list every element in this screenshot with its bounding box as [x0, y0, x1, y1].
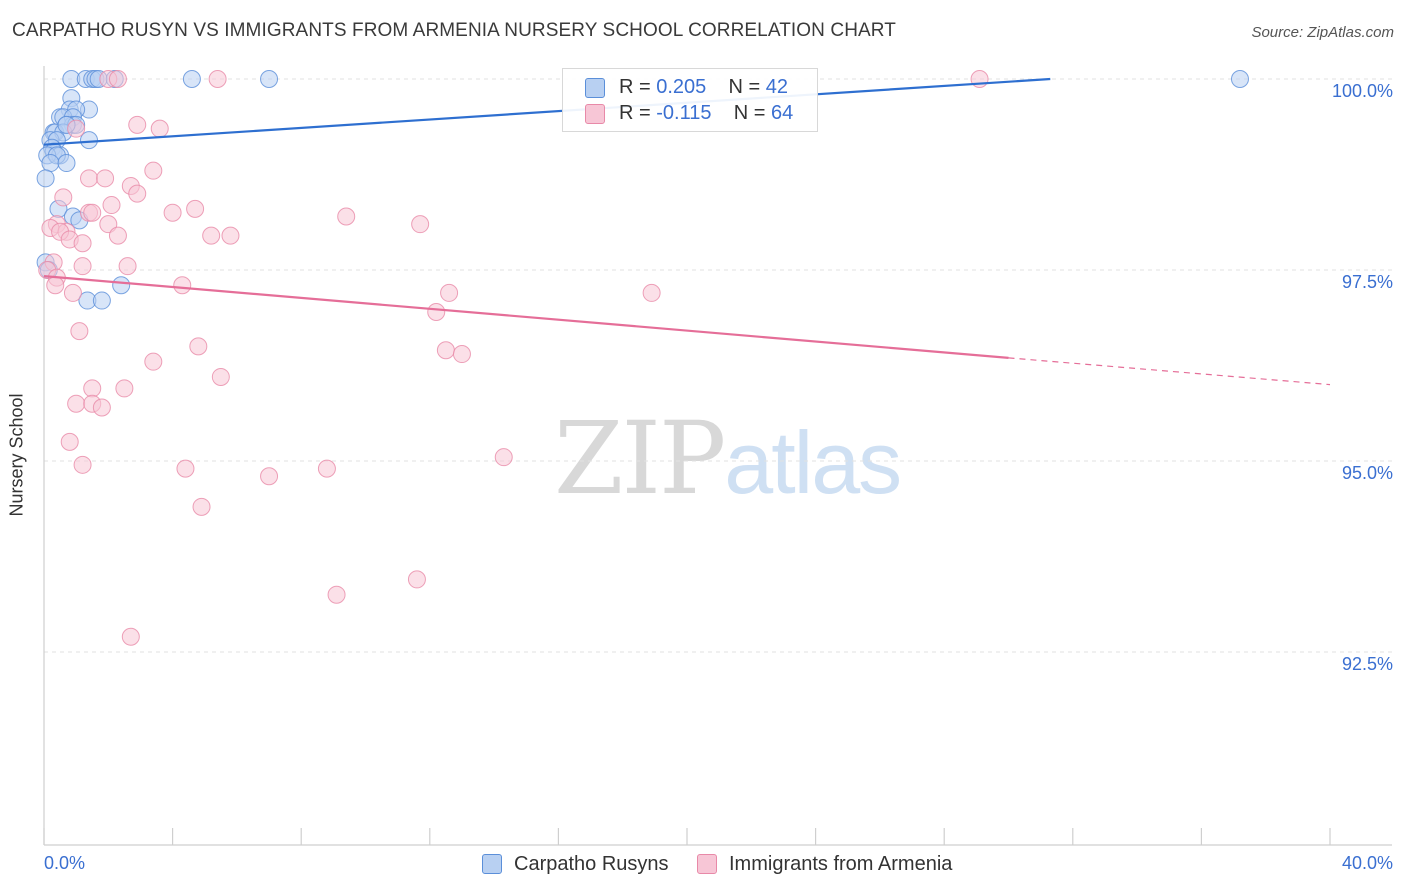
- point-immigrants-armenia: [73, 234, 92, 253]
- legend-label: Immigrants from Armenia: [729, 853, 953, 875]
- legend-swatch-pink: [697, 854, 717, 874]
- point-immigrants-armenia: [99, 215, 118, 234]
- x-tick-label: 40.0%: [1342, 853, 1393, 873]
- point-immigrants-armenia: [60, 432, 79, 451]
- y-tick-label: 97.5%: [1342, 272, 1393, 292]
- point-immigrants-armenia: [128, 184, 147, 203]
- point-immigrants-armenia: [67, 119, 86, 138]
- point-immigrants-armenia: [46, 276, 65, 295]
- point-immigrants-armenia: [411, 215, 430, 234]
- point-immigrants-armenia: [176, 459, 195, 478]
- point-immigrants-armenia: [427, 303, 446, 322]
- point-immigrants-armenia: [73, 257, 92, 276]
- point-immigrants-armenia: [211, 367, 230, 386]
- point-immigrants-armenia: [102, 196, 121, 215]
- point-immigrants-armenia: [115, 379, 134, 398]
- point-immigrants-armenia: [494, 448, 513, 467]
- point-carpatho-rusyns: [260, 70, 279, 88]
- point-immigrants-armenia: [108, 226, 127, 245]
- source-label: Source: ZipAtlas.com: [1251, 24, 1394, 41]
- x-tick-label: 0.0%: [44, 853, 85, 873]
- trendline-carpatho-rusyns: [43, 77, 1051, 146]
- legend-n-value: 42: [765, 76, 789, 98]
- point-immigrants-armenia: [163, 203, 182, 222]
- watermark-atlas: atlas: [724, 413, 902, 512]
- point-immigrants-armenia: [73, 455, 92, 474]
- point-immigrants-armenia: [452, 345, 471, 364]
- point-immigrants-armenia: [121, 627, 140, 646]
- point-carpatho-rusyns: [41, 154, 60, 173]
- chart-title: CARPATHO RUSYN VS IMMIGRANTS FROM ARMENI…: [12, 20, 896, 41]
- point-immigrants-armenia: [440, 283, 459, 302]
- legend-swatch-blue: [585, 78, 605, 98]
- correlation-legend: R = 0.205 N = 42 R = -0.115 N = 64: [562, 68, 818, 132]
- point-immigrants-armenia: [150, 119, 169, 138]
- point-immigrants-armenia: [96, 169, 115, 188]
- y-tick-label: 95.0%: [1342, 463, 1393, 483]
- trendline-armenia-extension: [1008, 357, 1331, 386]
- legend-swatch-blue: [482, 854, 502, 874]
- point-immigrants-armenia: [337, 207, 356, 226]
- point-immigrants-armenia: [202, 226, 221, 245]
- point-immigrants-armenia: [118, 257, 137, 276]
- point-immigrants-armenia: [221, 226, 240, 245]
- legend-r-value: -0.115: [656, 102, 712, 124]
- point-immigrants-armenia: [54, 188, 73, 207]
- point-carpatho-rusyns: [112, 276, 131, 295]
- y-tick-label: 92.5%: [1342, 654, 1393, 674]
- legend-n-value: 64: [770, 102, 794, 124]
- trendline-immigrants-armenia: [43, 275, 1009, 359]
- point-immigrants-armenia: [327, 585, 346, 604]
- point-immigrants-armenia: [83, 379, 102, 398]
- point-immigrants-armenia: [70, 322, 89, 341]
- zipatlas-watermark: ZIPatlas: [554, 400, 902, 517]
- legend-label: Carpatho Rusyns: [514, 853, 669, 875]
- legend-n-label: N =: [728, 76, 761, 98]
- point-immigrants-armenia: [108, 70, 127, 88]
- legend-r-label: R =: [619, 76, 651, 98]
- series-legend: Carpatho Rusyns Immigrants from Armenia: [0, 852, 1406, 878]
- point-immigrants-armenia: [92, 398, 111, 417]
- point-immigrants-armenia: [173, 276, 192, 295]
- point-immigrants-armenia: [436, 341, 455, 360]
- point-carpatho-rusyns: [92, 291, 111, 310]
- point-immigrants-armenia: [208, 70, 227, 88]
- legend-r-label: R =: [619, 102, 651, 124]
- point-carpatho-rusyns: [36, 169, 55, 188]
- legend-swatch-pink: [585, 104, 605, 124]
- point-carpatho-rusyns: [57, 154, 76, 173]
- point-immigrants-armenia: [189, 337, 208, 356]
- point-immigrants-armenia: [80, 169, 99, 188]
- y-axis-label: Nursery School: [6, 393, 27, 517]
- point-immigrants-armenia: [67, 394, 86, 413]
- point-immigrants-armenia: [63, 283, 82, 302]
- point-carpatho-rusyns: [1230, 70, 1249, 88]
- watermark-zip: ZIP: [554, 400, 726, 517]
- legend-n-label: N =: [733, 102, 766, 124]
- point-immigrants-armenia: [407, 570, 426, 589]
- point-immigrants-armenia: [192, 497, 211, 516]
- point-immigrants-armenia: [128, 115, 147, 134]
- point-immigrants-armenia: [260, 467, 279, 486]
- point-immigrants-armenia: [83, 203, 102, 222]
- point-carpatho-rusyns: [182, 70, 201, 88]
- point-immigrants-armenia: [317, 459, 336, 478]
- legend-r-value: 0.205: [656, 76, 707, 98]
- point-immigrants-armenia: [186, 199, 205, 218]
- point-immigrants-armenia: [642, 283, 661, 302]
- point-immigrants-armenia: [144, 161, 163, 180]
- point-immigrants-armenia: [144, 352, 163, 371]
- y-tick-label: 100.0%: [1332, 81, 1393, 101]
